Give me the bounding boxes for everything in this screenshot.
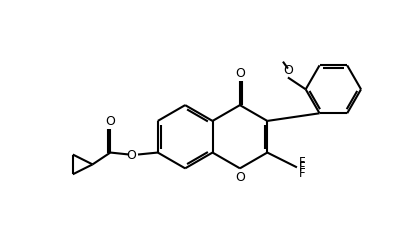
Text: F: F <box>299 166 306 179</box>
Text: O: O <box>126 148 136 161</box>
Text: O: O <box>235 67 245 80</box>
Text: O: O <box>105 114 115 127</box>
Text: F: F <box>299 155 306 168</box>
Text: F: F <box>299 160 306 173</box>
Text: O: O <box>283 64 293 77</box>
Text: O: O <box>235 170 245 184</box>
